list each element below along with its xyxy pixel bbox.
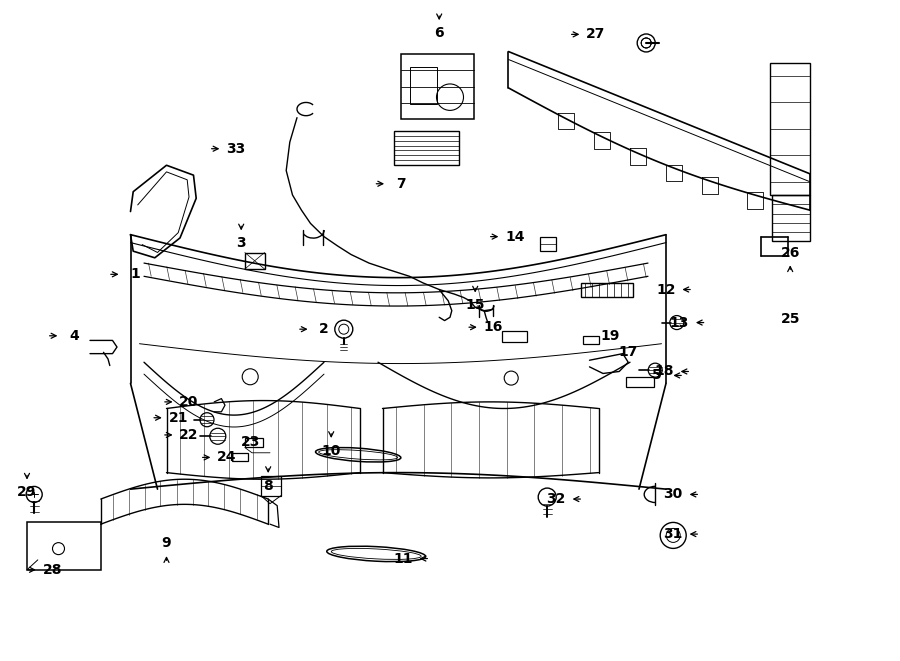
- Bar: [580, 283, 633, 297]
- Bar: [410, 67, 436, 104]
- Bar: [394, 131, 459, 165]
- Text: 3: 3: [237, 236, 246, 251]
- Text: 9: 9: [162, 536, 171, 551]
- Text: 13: 13: [670, 315, 689, 330]
- Text: 22: 22: [179, 428, 199, 442]
- Text: 11: 11: [393, 551, 413, 566]
- Bar: [502, 330, 527, 342]
- Text: 15: 15: [465, 298, 485, 313]
- Text: 17: 17: [618, 344, 638, 359]
- Bar: [245, 438, 263, 447]
- Text: 26: 26: [780, 245, 800, 260]
- Text: 19: 19: [600, 329, 620, 343]
- Text: 24: 24: [217, 450, 237, 465]
- Bar: [261, 476, 281, 496]
- Bar: [400, 54, 474, 119]
- Text: 23: 23: [240, 434, 260, 449]
- Text: 14: 14: [505, 229, 525, 244]
- Text: 4: 4: [69, 329, 78, 343]
- Bar: [583, 336, 599, 344]
- Text: 12: 12: [656, 282, 676, 297]
- Text: 25: 25: [780, 311, 800, 326]
- Text: 2: 2: [320, 322, 328, 336]
- Text: 31: 31: [663, 527, 683, 541]
- Bar: [232, 453, 248, 461]
- Bar: [772, 195, 810, 241]
- Text: 18: 18: [654, 364, 674, 379]
- Bar: [245, 253, 265, 269]
- Bar: [27, 522, 101, 570]
- Text: 21: 21: [168, 410, 188, 425]
- Text: 5: 5: [652, 368, 662, 383]
- Text: 7: 7: [396, 176, 405, 191]
- Text: 6: 6: [435, 26, 444, 40]
- Text: 28: 28: [42, 563, 62, 577]
- Text: 10: 10: [321, 444, 341, 458]
- Text: 33: 33: [226, 141, 246, 156]
- Bar: [626, 377, 654, 387]
- Bar: [540, 237, 556, 251]
- Text: 20: 20: [179, 395, 199, 409]
- Text: 1: 1: [130, 267, 140, 282]
- Text: 29: 29: [17, 485, 37, 500]
- Text: 32: 32: [546, 492, 566, 506]
- Bar: [770, 63, 810, 195]
- Text: 16: 16: [483, 320, 503, 334]
- Text: 30: 30: [663, 487, 683, 502]
- Text: 8: 8: [264, 479, 273, 493]
- Text: 27: 27: [586, 27, 606, 42]
